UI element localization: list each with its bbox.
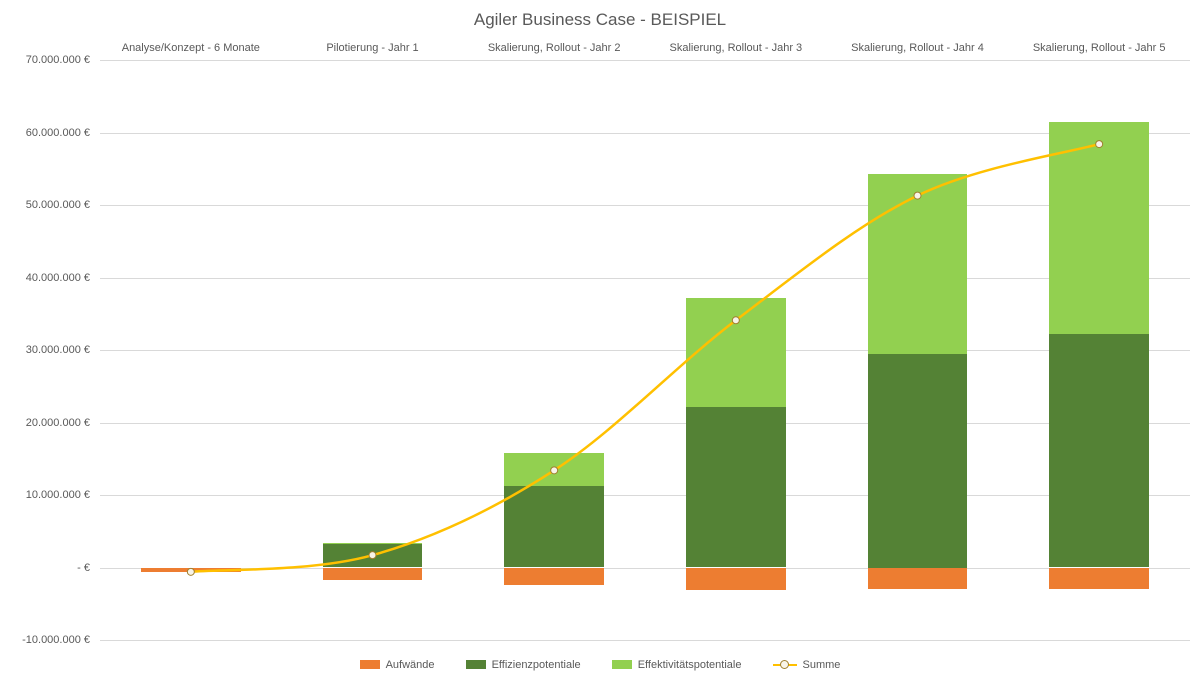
summe-marker [1096, 141, 1103, 148]
legend-item-summe: Summe [773, 659, 841, 671]
legend-item-effektivitaet: Effektivitätspotentiale [612, 659, 742, 671]
summe-marker [369, 552, 376, 559]
chart-title: Agiler Business Case - BEISPIEL [0, 10, 1200, 30]
x-category-label: Analyse/Konzept - 6 Monate [122, 42, 260, 54]
summe-marker [914, 192, 921, 199]
legend-item-effizienz: Effizienzpotentiale [466, 659, 581, 671]
legend-swatch-aufwaende [360, 660, 380, 669]
summe-marker [551, 467, 558, 474]
plot-area [100, 60, 1190, 640]
x-category-label: Skalierung, Rollout - Jahr 4 [851, 42, 984, 54]
legend-marker-icon [780, 660, 789, 669]
legend-swatch-effizienz [466, 660, 486, 669]
legend-swatch-effektivitaet [612, 660, 632, 669]
legend-label-aufwaende: Aufwände [386, 659, 435, 671]
y-tick-label: 20.000.000 € [10, 417, 90, 429]
y-tick-label: 60.000.000 € [10, 127, 90, 139]
legend-label-summe: Summe [803, 659, 841, 671]
x-category-label: Pilotierung - Jahr 1 [326, 42, 418, 54]
legend: Aufwände Effizienzpotentiale Effektivitä… [0, 659, 1200, 673]
x-category-label: Skalierung, Rollout - Jahr 2 [488, 42, 621, 54]
y-tick-label: 70.000.000 € [10, 54, 90, 66]
chart-container: Agiler Business Case - BEISPIEL Aufwände… [0, 0, 1200, 678]
x-category-label: Skalierung, Rollout - Jahr 5 [1033, 42, 1166, 54]
summe-marker [187, 568, 194, 575]
y-tick-label: -10.000.000 € [10, 634, 90, 646]
summe-line [191, 144, 1099, 572]
legend-swatch-summe [773, 659, 797, 671]
legend-label-effektivitaet: Effektivitätspotentiale [638, 659, 742, 671]
x-category-label: Skalierung, Rollout - Jahr 3 [669, 42, 802, 54]
legend-item-aufwaende: Aufwände [360, 659, 435, 671]
summe-marker [732, 317, 739, 324]
y-tick-label: 10.000.000 € [10, 489, 90, 501]
y-tick-label: 50.000.000 € [10, 199, 90, 211]
y-tick-label: - € [10, 562, 90, 574]
y-tick-label: 30.000.000 € [10, 344, 90, 356]
y-tick-label: 40.000.000 € [10, 272, 90, 284]
legend-label-effizienz: Effizienzpotentiale [492, 659, 581, 671]
line-layer [100, 60, 1190, 640]
gridline [100, 640, 1190, 641]
